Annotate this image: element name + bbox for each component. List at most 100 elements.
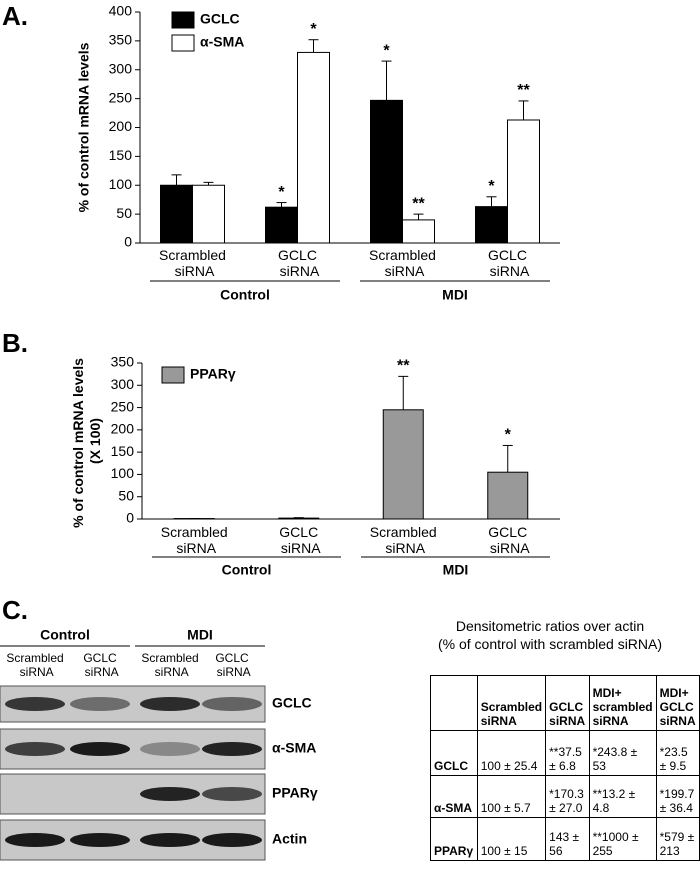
blot-band [70,742,130,756]
lane-label: GCLC siRNA [213,651,250,679]
line: siRNA [381,540,425,556]
bar [297,51,330,244]
line: (X 100) [87,418,103,464]
line: siRNA [172,540,216,556]
table-title: Densitometric ratios over actin (% of co… [400,617,700,653]
table-cell: **13.2 ± 4.8 [588,775,657,818]
line: Scrambled [369,247,436,263]
group-label: Control [220,287,270,303]
y-tick-label: 50 [118,487,134,503]
row-label: α-SMA [430,775,478,818]
lane-label: Scrambled siRNA [141,651,198,679]
y-tick-label: 50 [116,205,132,221]
x-tick-label: Scrambled siRNA [159,247,226,279]
line: Scrambled [161,524,228,540]
line: siRNA [486,540,530,556]
lane-label: GCLC siRNA [81,651,118,679]
line: GCLC [488,524,527,540]
legend-label: PPARγ [190,366,236,382]
col-header: Scrambled siRNA [476,675,547,731]
blot-band [202,697,262,711]
panel-label: A. [2,1,28,31]
legend-swatch [171,11,195,29]
blot-band [140,697,200,711]
y-tick-label: 300 [109,60,133,76]
blot-row-label: PPARγ [272,785,318,801]
table-subtitle: (% of control with scrambled siRNA) [437,636,663,652]
group-label: MDI [442,287,468,303]
panel-label: B. [2,328,28,358]
bar [160,184,193,244]
y-tick-label: 350 [109,32,133,48]
table-cell: 100 ± 5.7 [476,775,547,818]
y-tick-label: 0 [126,510,134,526]
col-header: GCLC siRNA [545,675,590,731]
x-tick-label: GCLC siRNA [486,524,530,556]
blot-band [140,787,200,801]
blot-row-label: α-SMA [272,740,316,756]
table-cell: 100 ± 25.4 [476,730,547,776]
x-tick-label: GCLC siRNA [486,247,530,279]
blot-band [70,697,130,711]
blot-group: Control [40,627,90,643]
blot-band [202,742,262,756]
group-label: MDI [443,562,469,578]
line: Scrambled [141,651,198,665]
table-row: α-SMA 100 ± 5.7 *170.3 ± 27.0 **13.2 ± 4.8 *… [430,775,700,818]
blot-band [5,697,65,711]
blot-row-label: GCLC [272,695,312,711]
y-tick-label: 150 [111,443,135,459]
line: GCLC [215,651,249,665]
significance: * [278,184,285,201]
table-cell: *23.5 ± 9.5 [655,730,700,776]
group-label: Control [222,562,272,578]
x-tick-label: GCLC siRNA [276,247,320,279]
legend-swatch [161,366,185,384]
y-axis-label: % of control mRNA levels (X 100) [70,354,103,528]
y-tick-label: 100 [111,465,135,481]
y-tick-label: 200 [111,421,135,437]
col-header: MDI+ scrambled siRNA [588,675,657,731]
line: siRNA [81,665,118,679]
y-tick-label: 150 [109,147,133,163]
line: siRNA [151,665,188,679]
blot-band [202,833,262,847]
significance: * [383,42,390,59]
line: siRNA [171,263,215,279]
blot-band [5,742,65,756]
line: Scrambled [6,651,63,665]
table-cell: 143 ± 56 [545,817,590,861]
significance: * [505,427,512,444]
bar [475,206,508,244]
line: GCLC [83,651,117,665]
table-cell: **1000 ± 255 [588,817,657,861]
col-header: MDI+ GCLC siRNA [655,675,700,731]
y-tick-label: 0 [124,234,132,250]
table-row: GCLC 100 ± 25.4 **37.5 ± 6.8 *243.8 ± 53 *23… [430,730,700,776]
line: % of control mRNA levels [70,354,86,528]
table-cell: *199.7 ± 36.4 [655,775,700,818]
blot-row-label: Actin [272,831,307,847]
x-tick-label: GCLC siRNA [277,524,321,556]
blot-band [70,833,130,847]
bar [265,206,298,244]
y-tick-label: 250 [111,398,135,414]
significance: * [310,21,317,38]
blot-group: MDI [187,627,213,643]
legend-label: α-SMA [200,34,244,50]
line: siRNA [486,263,530,279]
line: GCLC [278,247,317,263]
blot-band [140,742,200,756]
line: siRNA [277,540,321,556]
table-cell: *579 ± 213 [655,817,700,861]
line: Scrambled [159,247,226,263]
line: siRNA [276,263,320,279]
y-axis-label: % of control mRNA levels [76,42,92,212]
corner-cell [430,675,478,731]
bar [278,517,320,520]
bar [507,119,540,244]
bar [370,99,403,244]
table-cell: **37.5 ± 6.8 [545,730,590,776]
